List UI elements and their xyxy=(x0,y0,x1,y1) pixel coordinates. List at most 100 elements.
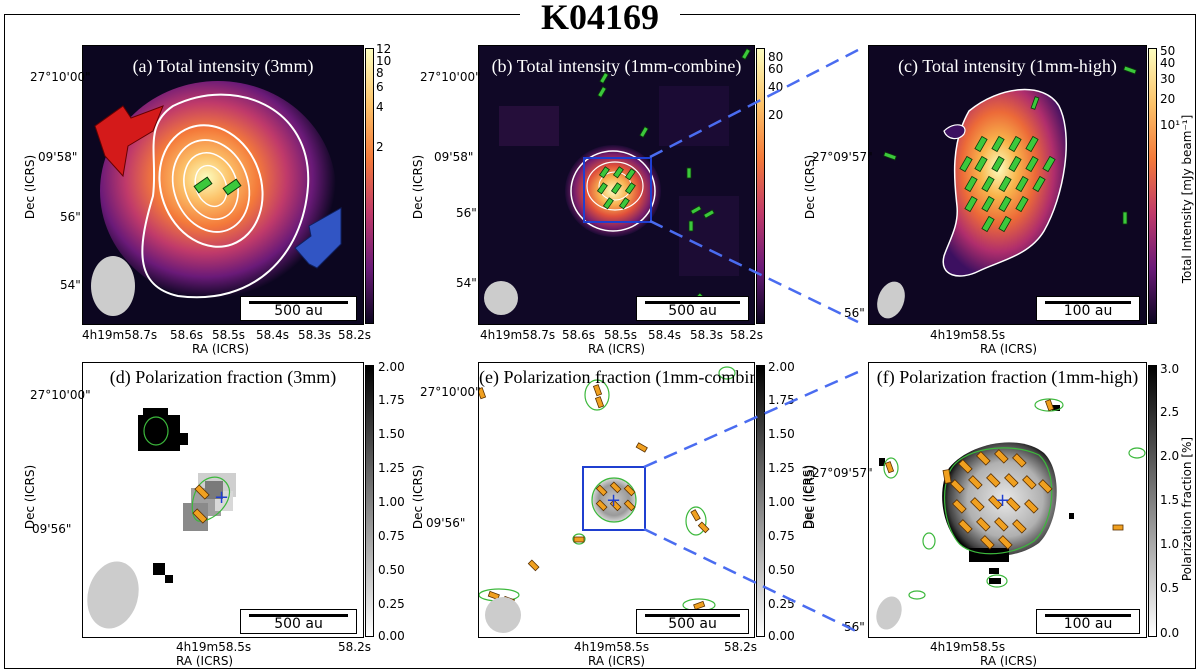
ytick-a: 27°10'00" xyxy=(30,70,91,84)
cbar-d-tick: 2.00 xyxy=(378,360,405,374)
cbar-f-tick: 0.5 xyxy=(1160,581,1180,595)
panel-f-image: + xyxy=(876,398,1146,630)
beam-a xyxy=(91,256,135,316)
cbar-d-tick: 0.50 xyxy=(378,563,405,577)
xtick-b: 58.4s xyxy=(648,328,681,342)
cbar-f-tick: 1.0 xyxy=(1160,537,1180,551)
cbar-e-tick: 2.00 xyxy=(768,360,795,374)
cbar-e-tick: 1.75 xyxy=(768,393,795,407)
colorbar-e xyxy=(756,365,765,637)
contour-c-small xyxy=(943,124,966,140)
xlabel-a: RA (ICRS) xyxy=(192,342,250,356)
panel-d-image: + xyxy=(87,408,236,629)
figure-title: K04169 xyxy=(540,0,659,37)
xtick-c: 4h19m58.5s xyxy=(930,328,1006,342)
zoom-box-e xyxy=(582,466,646,531)
panel-e: + (e) Polarization fraction (1mm-combine… xyxy=(478,362,755,638)
cbar-c-tick: 30 xyxy=(1160,72,1176,86)
contour-b-2 xyxy=(586,161,644,211)
ytick-f: 56" xyxy=(844,620,865,634)
ytick-c: 56" xyxy=(844,306,865,320)
panel-c: (c) Total intensity (1mm-high) 100 au xyxy=(868,45,1147,325)
ytick-c: 27°09'57" xyxy=(812,150,873,164)
xtick-a: 58.4s xyxy=(256,328,289,342)
panel-b-image xyxy=(484,48,751,315)
xtick-a: 4h19m58.7s xyxy=(82,328,158,342)
emission-a xyxy=(100,81,336,301)
ylabel-b: Dec (ICRS) xyxy=(411,154,426,220)
ytick-a: 09'58" xyxy=(38,150,78,164)
colorbar-f xyxy=(1148,365,1157,637)
contour-b-1 xyxy=(570,150,656,232)
cbar-a-tick: 4 xyxy=(376,100,384,114)
vectors-b xyxy=(596,48,751,304)
cbar-c-tick: 10¹ xyxy=(1160,118,1181,132)
cbar-d-tick: 1.25 xyxy=(378,461,405,475)
panel-e-title: (e) Polarization fraction (1mm-combine) xyxy=(479,367,755,387)
xtick-b: 58.3s xyxy=(690,328,723,342)
xtick-a: 58.2s xyxy=(338,328,371,342)
cbar-e-tick: 0.00 xyxy=(768,629,795,643)
cbar-d-tick: 1.50 xyxy=(378,427,405,441)
cbar-a-tick: 2 xyxy=(376,140,384,154)
beam-e xyxy=(485,597,521,633)
ytick-f: 27°09'57" xyxy=(812,466,873,480)
cbar-b-tick: 40 xyxy=(768,80,784,94)
xtick-a: 58.3s xyxy=(298,328,331,342)
panel-d: + (d) Polarization fraction (3mm) 500 au xyxy=(82,362,364,638)
title-background xyxy=(520,0,680,30)
contour-a-2 xyxy=(158,124,264,248)
cbar-f-tick: 2.5 xyxy=(1160,405,1180,419)
vectors-c xyxy=(883,65,1137,233)
cbar-c-tick: 20 xyxy=(1160,92,1176,106)
ytick-e: 09'56" xyxy=(426,516,466,530)
cbar-d-tick: 0.00 xyxy=(378,629,405,643)
cbar-e-tick: 0.50 xyxy=(768,563,795,577)
cbar-d-tick: 1.00 xyxy=(378,495,405,509)
vectors-d xyxy=(192,484,210,524)
panel-b-title: (b) Total intensity (1mm-combine) xyxy=(491,56,742,76)
cbar-f-tick: 0.0 xyxy=(1160,626,1180,640)
scale-bar-e: 500 au xyxy=(636,609,749,634)
ylabel-f: Dec (ICRS) xyxy=(803,464,818,530)
xlabel-d: RA (ICRS) xyxy=(176,654,234,668)
xlabel-e: RA (ICRS) xyxy=(588,654,646,668)
cbar-f-label: Polarization fraction [%] xyxy=(1180,436,1194,582)
ytick-b: 27°10'00" xyxy=(420,70,481,84)
cbar-c-label: Total Intensity [mJy beam⁻¹] xyxy=(1180,114,1194,284)
panel-f-title: (f) Polarization fraction (1mm-high) xyxy=(876,367,1139,387)
xtick-a: 58.6s xyxy=(170,328,203,342)
scale-bar-f: 100 au xyxy=(1036,609,1140,634)
ytick-b: 09'58" xyxy=(434,150,474,164)
ytick-a: 56" xyxy=(60,210,81,224)
scale-bar-d: 500 au xyxy=(240,609,357,634)
panel-e-image: + xyxy=(479,366,736,633)
xtick-b: 58.2s xyxy=(730,328,763,342)
zoom-box-b xyxy=(583,157,652,223)
pixels-d-black xyxy=(138,408,188,583)
colorbar-a xyxy=(365,48,374,324)
cbar-b-tick: 20 xyxy=(768,108,784,122)
ytick-a: 54" xyxy=(60,278,81,292)
cbar-e-tick: 1.00 xyxy=(768,495,795,509)
panel-a-image xyxy=(91,81,342,316)
xtick-a: 58.5s xyxy=(212,328,245,342)
cbar-d-tick: 0.25 xyxy=(378,597,405,611)
scale-bar-b: 500 au xyxy=(636,296,749,321)
ytick-d: 09'56" xyxy=(32,522,72,536)
xtick-b: 58.5s xyxy=(604,328,637,342)
cbar-c-tick: 40 xyxy=(1160,56,1176,70)
beam-c xyxy=(877,281,905,319)
colorbar-d xyxy=(365,365,374,637)
cbar-a-tick: 6 xyxy=(376,80,384,94)
cbar-d-tick: 1.75 xyxy=(378,393,405,407)
panel-a-title: (a) Total intensity (3mm) xyxy=(132,56,314,76)
beam-b xyxy=(484,281,518,315)
xtick-f: 4h19m58.5s xyxy=(930,640,1006,654)
contour-a-5 xyxy=(194,164,228,208)
xlabel-f: RA (ICRS) xyxy=(980,654,1038,668)
ylabel-e: Dec (ICRS) xyxy=(411,464,426,530)
panel-a: (a) Total intensity (3mm) 500 au xyxy=(82,45,364,325)
xlabel-b: RA (ICRS) xyxy=(588,342,646,356)
cbar-b-tick: 60 xyxy=(768,62,784,76)
